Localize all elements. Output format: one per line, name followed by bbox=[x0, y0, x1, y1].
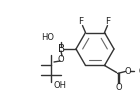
Text: HO: HO bbox=[41, 33, 54, 42]
Text: F: F bbox=[105, 17, 110, 26]
Text: CH₃: CH₃ bbox=[138, 67, 140, 76]
Text: OH: OH bbox=[53, 81, 66, 90]
Text: O: O bbox=[115, 83, 122, 92]
Text: O: O bbox=[124, 67, 131, 76]
Text: O: O bbox=[58, 55, 64, 63]
Text: F: F bbox=[78, 17, 83, 26]
Text: B: B bbox=[58, 44, 66, 54]
